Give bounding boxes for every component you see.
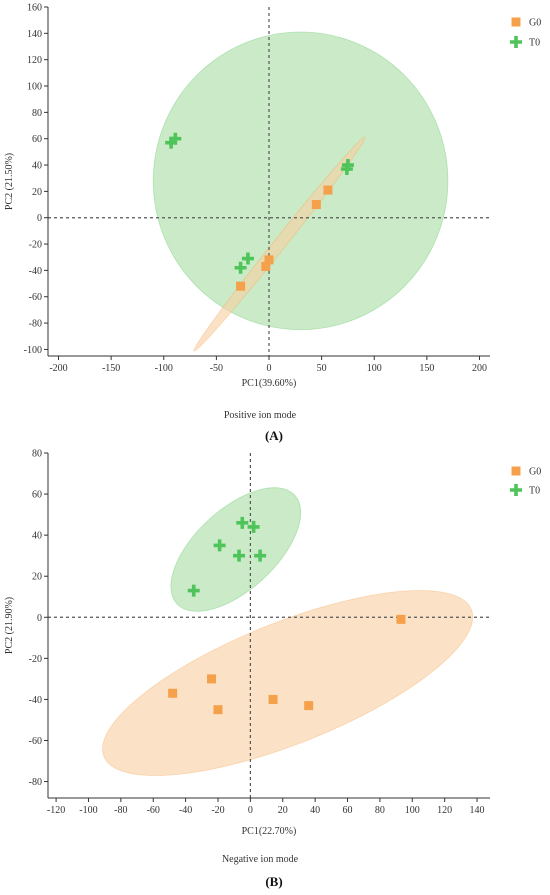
chart-panel-1: -200 -150 -100 -50 0 50 100 150 200-100-80-60-40… bbox=[4, 3, 541, 444]
x-tick-label: 0 bbox=[267, 363, 272, 374]
legend-label-g0: G0 bbox=[529, 467, 541, 478]
x-tick-label: 100 bbox=[367, 363, 382, 374]
y-tick-label: 60 bbox=[32, 490, 42, 501]
x-tick-label: 0 bbox=[248, 805, 253, 816]
data-point-t0 bbox=[236, 516, 249, 529]
x-tick-label: -80 bbox=[114, 805, 127, 816]
data-point-g0 bbox=[261, 261, 271, 271]
x-tick-label: 140 bbox=[470, 805, 485, 816]
y-tick-label: 0 bbox=[37, 613, 42, 624]
data-point-t0 bbox=[341, 159, 354, 172]
data-point-g0 bbox=[207, 674, 217, 684]
y-tick-label: 160 bbox=[27, 3, 42, 14]
data-point-g0 bbox=[304, 701, 314, 711]
y-tick-label: 140 bbox=[27, 29, 42, 40]
ion-mode-label: Positive ion mode bbox=[224, 410, 297, 421]
confidence-ellipse-g0 bbox=[193, 136, 366, 352]
legend-marker-g0 bbox=[511, 466, 521, 476]
x-tick-label: -40 bbox=[179, 805, 192, 816]
x-tick-label: -60 bbox=[147, 805, 160, 816]
legend-label-g0: G0 bbox=[529, 18, 541, 29]
x-tick-label: 50 bbox=[317, 363, 327, 374]
data-point-t0 bbox=[165, 136, 178, 149]
data-point-t0 bbox=[169, 132, 182, 145]
x-tick-label: -120 bbox=[47, 805, 65, 816]
x-tick-label: -20 bbox=[211, 805, 224, 816]
confidence-ellipse-g0 bbox=[102, 590, 474, 776]
x-axis-label: PC1(22.70%) bbox=[242, 826, 297, 837]
data-point-g0 bbox=[213, 705, 223, 715]
x-tick-label: 200 bbox=[472, 363, 487, 374]
y-tick-label: -60 bbox=[29, 292, 42, 303]
y-tick-label: 60 bbox=[32, 134, 42, 145]
panel-label: (B) bbox=[265, 874, 282, 889]
legend-marker-g0 bbox=[511, 17, 521, 27]
y-tick-label: -80 bbox=[29, 319, 42, 330]
x-axis-label: PC1(39.60%) bbox=[242, 378, 297, 389]
y-tick-label: -100 bbox=[24, 345, 42, 356]
y-tick-label: 80 bbox=[32, 108, 42, 119]
confidence-ellipse-t0 bbox=[152, 31, 449, 331]
x-tick-label: 80 bbox=[375, 805, 385, 816]
y-tick-label: 100 bbox=[27, 82, 42, 93]
x-tick-label: 40 bbox=[310, 805, 320, 816]
panel-label: (A) bbox=[265, 428, 283, 443]
ion-mode-label: Negative ion mode bbox=[222, 854, 299, 865]
x-tick-label: 120 bbox=[437, 805, 452, 816]
y-tick-label: -80 bbox=[29, 777, 42, 788]
data-point-g0 bbox=[236, 281, 246, 291]
y-tick-label: -40 bbox=[29, 695, 42, 706]
x-tick-label: 20 bbox=[278, 805, 288, 816]
data-point-g0 bbox=[396, 614, 406, 624]
y-tick-label: 40 bbox=[32, 531, 42, 542]
x-tick-label: 60 bbox=[343, 805, 353, 816]
y-axis-label: PC2 (21.90%) bbox=[4, 597, 15, 654]
data-point-g0 bbox=[311, 200, 321, 210]
data-point-t0 bbox=[254, 549, 267, 562]
y-tick-label: 40 bbox=[32, 161, 42, 172]
y-tick-label: 20 bbox=[32, 572, 42, 583]
data-point-t0 bbox=[213, 539, 226, 552]
legend-marker-t0 bbox=[510, 484, 522, 497]
data-point-g0 bbox=[268, 694, 278, 704]
data-point-g0 bbox=[168, 688, 178, 698]
data-point-t0 bbox=[247, 520, 260, 533]
x-tick-label: -50 bbox=[210, 363, 223, 374]
confidence-ellipse-t0 bbox=[170, 487, 302, 612]
data-point-t0 bbox=[234, 261, 247, 274]
y-tick-label: 80 bbox=[32, 449, 42, 460]
y-tick-label: -40 bbox=[29, 266, 42, 277]
data-point-g0 bbox=[323, 185, 333, 195]
legend-label-t0: T0 bbox=[529, 38, 540, 49]
data-point-t0 bbox=[187, 584, 200, 597]
data-point-t0 bbox=[233, 549, 246, 562]
x-tick-label: -100 bbox=[155, 363, 173, 374]
x-tick-label: 100 bbox=[405, 805, 420, 816]
legend-label-t0: T0 bbox=[529, 486, 540, 497]
x-tick-label: -100 bbox=[79, 805, 97, 816]
y-tick-label: 120 bbox=[27, 55, 42, 66]
data-point-t0 bbox=[241, 252, 254, 265]
y-tick-label: -60 bbox=[29, 736, 42, 747]
y-tick-label: -20 bbox=[29, 240, 42, 251]
y-tick-label: 20 bbox=[32, 187, 42, 198]
x-tick-label: -150 bbox=[102, 363, 120, 374]
x-tick-label: -200 bbox=[49, 363, 67, 374]
legend-marker-t0 bbox=[510, 36, 522, 48]
y-axis-label: PC2 (21.50%) bbox=[4, 153, 15, 210]
chart-panel-2: -120 -100 -80 -60 -40 -20 0 20 40 60 80 100 120 140 -8… bbox=[4, 449, 541, 890]
y-tick-label: -20 bbox=[29, 654, 42, 665]
y-tick-label: 0 bbox=[37, 213, 42, 224]
data-point-g0 bbox=[264, 255, 274, 265]
x-tick-label: 150 bbox=[419, 363, 434, 374]
